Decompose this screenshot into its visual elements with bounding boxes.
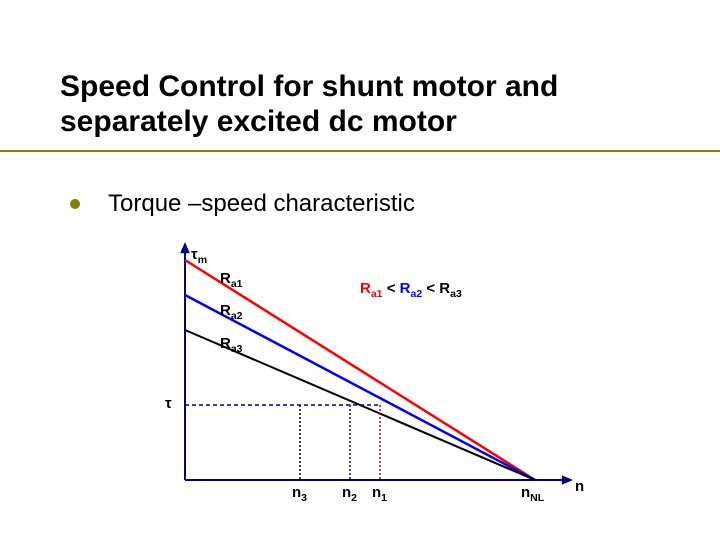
slide: Speed Control for shunt motor and separa… — [0, 0, 720, 540]
bullet-text: Torque –speed characteristic — [108, 190, 415, 218]
series-label-Ra2: Ra2 — [220, 302, 243, 322]
series-label-Ra3: Ra3 — [220, 335, 243, 355]
x-tick-Ra1: n1 — [372, 484, 387, 504]
y-axis-label: τm — [191, 246, 207, 266]
legend: Ra1 < Ra2 < Ra3 — [360, 280, 462, 300]
series-label-Ra1: Ra1 — [220, 270, 243, 290]
bullet-dot-icon — [70, 199, 80, 209]
x-tick-nNL: nNL — [521, 484, 544, 504]
slide-title: Speed Control for shunt motor and separa… — [60, 70, 660, 139]
x-tick-Ra3: n3 — [292, 484, 307, 504]
x-tick-Ra2: n2 — [342, 484, 357, 504]
x-axis-label: n — [575, 478, 584, 495]
bullet-item: Torque –speed characteristic — [70, 190, 415, 218]
tau-ref-label: τ — [165, 395, 172, 412]
torque-speed-chart: τmnτRa1Ra2Ra3n1n2n3nNLRa1 < Ra2 < Ra3 — [170, 240, 590, 500]
title-underline — [0, 150, 720, 152]
